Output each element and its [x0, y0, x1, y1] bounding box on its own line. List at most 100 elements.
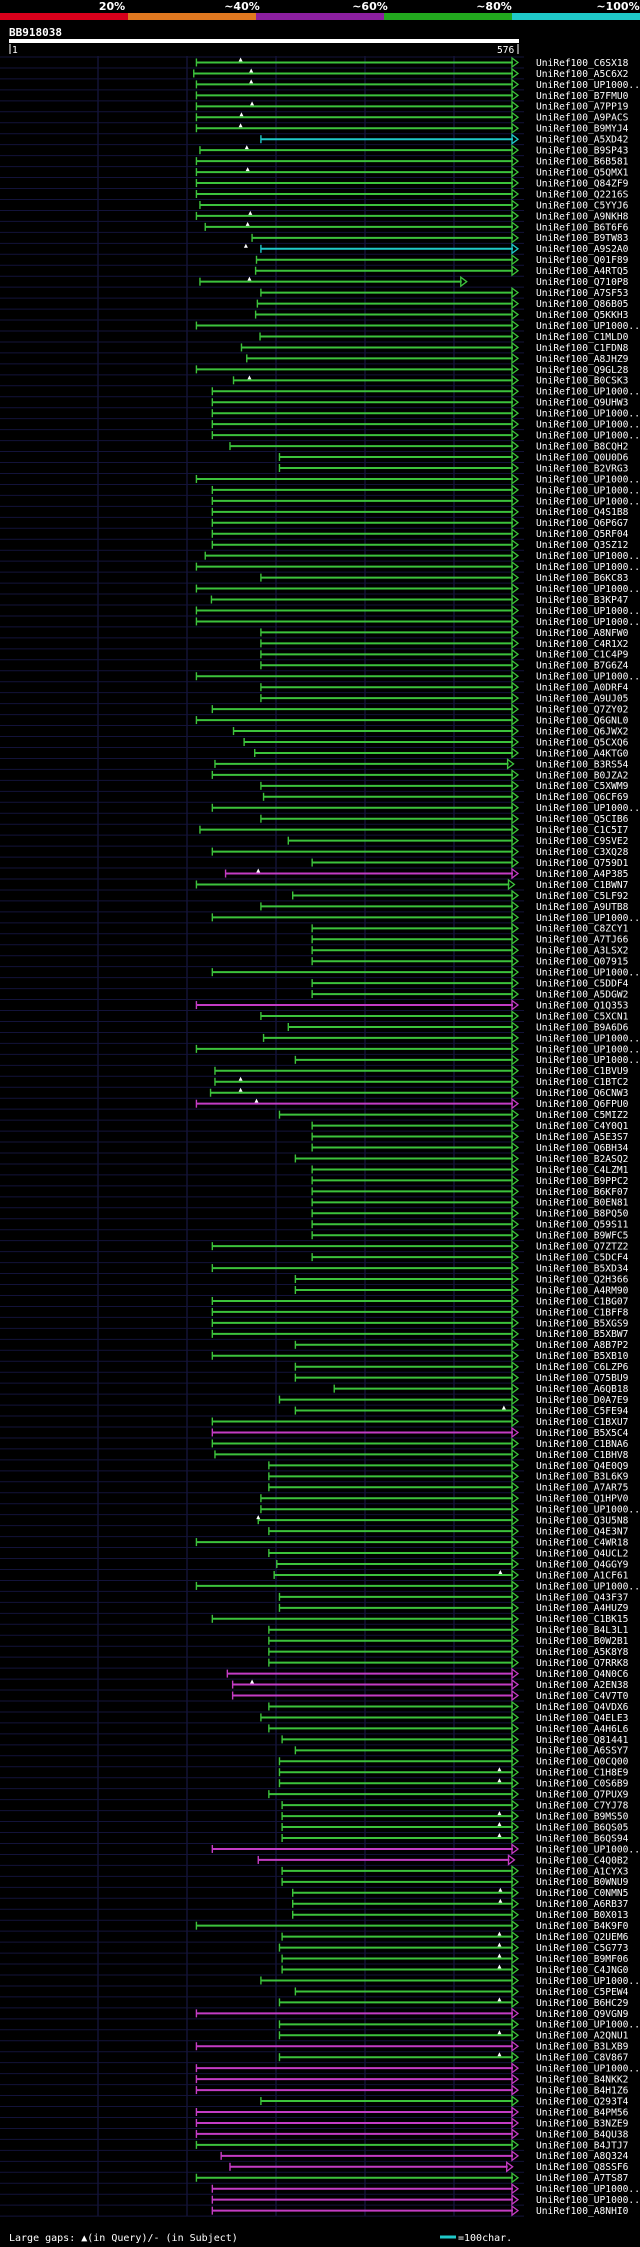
hit-label[interactable]: UniRef100_A8B7P2 [536, 1340, 628, 1351]
hit-label[interactable]: UniRef100_B0JZA2 [536, 770, 628, 781]
hit-row[interactable]: UniRef100_C5LF92 [292, 889, 629, 902]
hit-row[interactable]: UniRef100_B4JTJ7 [195, 2139, 629, 2151]
hit-label[interactable]: UniRef100_C4WR18 [536, 1537, 629, 1548]
hit-row[interactable]: UniRef100_C4JNG0 [281, 1963, 629, 1976]
hit-row[interactable]: UniRef100_A5K8Y8 [268, 1645, 629, 1658]
hit-label[interactable]: UniRef100_Q84ZF9 [536, 178, 629, 189]
hit-label[interactable]: UniRef100_C1BNA6 [536, 1439, 629, 1450]
hit-label[interactable]: UniRef100_Q9VGN9 [536, 2009, 629, 2020]
hit-label[interactable]: UniRef100_UP1000... [536, 485, 640, 496]
hit-label[interactable]: UniRef100_C1MLD0 [536, 332, 629, 343]
hit-row[interactable]: UniRef100_UP1000... [262, 1032, 640, 1044]
hit-row[interactable]: UniRef100_B9MF06 [281, 1952, 629, 1965]
hit-row[interactable]: UniRef100_B0CSK3 [232, 374, 629, 387]
hit-label[interactable]: UniRef100_B6QS94 [536, 1833, 629, 1844]
hit-label[interactable]: UniRef100_Q5KKH3 [536, 310, 629, 321]
hit-label[interactable]: UniRef100_C5DDF4 [536, 979, 629, 990]
hit-label[interactable]: UniRef100_Q293T4 [536, 2096, 629, 2107]
hit-row[interactable]: UniRef100_C4V7T0 [231, 1689, 629, 1702]
hit-label[interactable]: UniRef100_Q1HPV0 [536, 1494, 629, 1505]
hit-row[interactable]: UniRef100_B6KC83 [260, 571, 629, 584]
hit-label[interactable]: UniRef100_C1C5I7 [536, 825, 629, 836]
hit-row[interactable]: UniRef100_B4L3L1 [268, 1623, 629, 1636]
hit-row[interactable]: UniRef100_Q6P6G7 [211, 516, 629, 529]
hit-label[interactable]: UniRef100_Q3U5N8 [536, 1516, 629, 1527]
hit-label[interactable]: UniRef100_C1BFF8 [536, 1307, 629, 1318]
hit-label[interactable]: UniRef100_Q5CIB6 [536, 814, 629, 825]
hit-row[interactable]: UniRef100_Q7ZY02 [211, 703, 628, 716]
hit-label[interactable]: UniRef100_A3LSX2 [536, 946, 628, 957]
hit-label[interactable]: UniRef100_Q7ZTZ2 [536, 1242, 628, 1253]
hit-label[interactable]: UniRef100_C3XQ28 [536, 847, 629, 858]
hit-label[interactable]: UniRef100_A6QB18 [536, 1384, 629, 1395]
hit-label[interactable]: UniRef100_B0W2B1 [536, 1636, 629, 1647]
hit-row[interactable]: UniRef100_B9A6D6 [287, 1021, 629, 1033]
hit-label[interactable]: UniRef100_Q6JWX2 [536, 726, 628, 737]
hit-label[interactable]: UniRef100_A8Q324 [536, 2151, 629, 2162]
hit-label[interactable]: UniRef100_C1BHV8 [536, 1450, 629, 1461]
hit-label[interactable]: UniRef100_Q4N0C6 [536, 1669, 629, 1680]
hit-row[interactable]: UniRef100_B5XGS9 [211, 1317, 629, 1329]
hit-row[interactable]: UniRef100_A0DRF4 [260, 681, 629, 694]
hit-label[interactable]: UniRef100_C5YYJ6 [536, 200, 629, 211]
hit-row[interactable]: UniRef100_B9MYJ4 [195, 122, 629, 135]
hit-label[interactable]: UniRef100_C0NMN5 [536, 1888, 628, 1899]
hit-row[interactable]: UniRef100_A3LSX2 [311, 944, 628, 957]
hit-label[interactable]: UniRef100_Q9UHW3 [536, 398, 629, 409]
hit-label[interactable]: UniRef100_Q59S11 [536, 1220, 629, 1231]
hit-label[interactable]: UniRef100_B0EN81 [536, 1198, 629, 1209]
hit-row[interactable]: UniRef100_C5DCF4 [311, 1251, 629, 1264]
hit-row[interactable]: UniRef100_Q6CF69 [262, 790, 629, 803]
hit-row[interactable]: UniRef100_A7AR75 [268, 1481, 629, 1494]
hit-row[interactable]: UniRef100_A4P385 [224, 867, 629, 880]
hit-label[interactable]: UniRef100_A8JHZ9 [536, 354, 629, 365]
hit-row[interactable]: UniRef100_C1BNA6 [211, 1437, 629, 1450]
hit-label[interactable]: UniRef100_A9PACS [536, 113, 629, 124]
hit-label[interactable]: UniRef100_C1BVU9 [536, 1066, 629, 1077]
hit-label[interactable]: UniRef100_Q2216S [536, 189, 629, 200]
hit-label[interactable]: UniRef100_UP1000... [536, 1044, 640, 1055]
hit-label[interactable]: UniRef100_C1BTC2 [536, 1077, 628, 1088]
hit-label[interactable]: UniRef100_B5XD34 [536, 1263, 629, 1274]
hit-label[interactable]: UniRef100_Q5RF04 [536, 529, 629, 540]
hit-row[interactable]: UniRef100_Q6JWX2 [232, 725, 629, 737]
hit-label[interactable]: UniRef100_C6LZP6 [536, 1362, 629, 1373]
hit-row[interactable]: UniRef100_B4NKK2 [195, 2073, 628, 2086]
hit-row[interactable]: UniRef100_UP1000... [195, 2062, 640, 2075]
hit-label[interactable]: UniRef100_Q4ELE3 [536, 1713, 629, 1724]
hit-label[interactable]: UniRef100_A6SSY7 [536, 1746, 629, 1757]
hit-label[interactable]: UniRef100_A7TJ66 [536, 935, 629, 946]
hit-label[interactable]: UniRef100_Q8SSF6 [536, 2162, 629, 2173]
hit-row[interactable]: UniRef100_B9TW83 [251, 232, 629, 244]
hit-row[interactable]: UniRef100_Q0CQ00 [278, 1755, 629, 1768]
hit-row[interactable]: UniRef100_UP1000... [278, 2018, 640, 2031]
hit-label[interactable]: UniRef100_A7SF53 [536, 288, 629, 299]
hit-label[interactable]: UniRef100_B6KF07 [536, 1187, 629, 1198]
hit-row[interactable]: UniRef100_C1C5I7 [199, 823, 629, 836]
hit-row[interactable]: UniRef100_B4H1Z6 [195, 2084, 629, 2096]
hit-label[interactable]: UniRef100_UP1000... [536, 2184, 640, 2195]
hit-row[interactable]: UniRef100_A7TS87 [195, 2171, 629, 2184]
hit-row[interactable]: UniRef100_UP1000... [211, 911, 640, 924]
hit-label[interactable]: UniRef100_C4LZM1 [536, 1165, 629, 1176]
hit-label[interactable]: UniRef100_UP1000... [536, 321, 640, 332]
hit-row[interactable]: UniRef100_Q43F37 [278, 1591, 629, 1603]
hit-row[interactable]: UniRef100_B6T6F6 [204, 221, 629, 233]
hit-label[interactable]: UniRef100_Q2UEM6 [536, 1932, 629, 1943]
hit-label[interactable]: UniRef100_UP1000... [536, 606, 640, 617]
hit-row[interactable]: UniRef100_A6RB37 [292, 1897, 629, 1910]
hit-row[interactable]: UniRef100_C1H8E9 [278, 1766, 629, 1779]
hit-row[interactable]: UniRef100_B9PPC2 [311, 1174, 628, 1187]
hit-label[interactable]: UniRef100_B9MF06 [536, 1954, 629, 1965]
hit-label[interactable]: UniRef100_C4Q0B2 [536, 1855, 628, 1866]
hit-label[interactable]: UniRef100_UP1000... [536, 584, 640, 595]
hit-label[interactable]: UniRef100_B4JTJ7 [536, 2140, 629, 2151]
hit-label[interactable]: UniRef100_C1BK15 [536, 1614, 628, 1625]
hit-label[interactable]: UniRef100_B9PPC2 [536, 1176, 628, 1187]
hit-row[interactable]: UniRef100_D0A7E9 [278, 1393, 629, 1406]
hit-row[interactable]: UniRef100_C1BXU7 [211, 1415, 629, 1428]
hit-row[interactable]: UniRef100_Q75BU9 [294, 1371, 629, 1384]
hit-label[interactable]: UniRef100_Q6FPU0 [536, 1099, 629, 1110]
hit-row[interactable]: UniRef100_C1C4P9 [260, 648, 629, 661]
hit-label[interactable]: UniRef100_C4Y0Q1 [536, 1121, 629, 1132]
